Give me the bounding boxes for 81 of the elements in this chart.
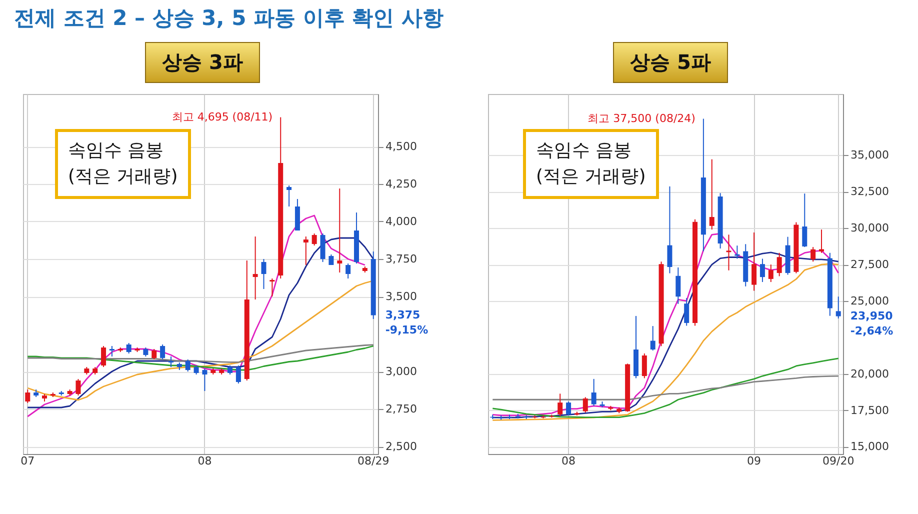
- y-tick-label: 15,000: [850, 440, 889, 454]
- annotation: 속임수 음봉: [68, 139, 165, 163]
- candlestick: [582, 396, 588, 413]
- candlestick: [684, 298, 690, 326]
- candlestick: [760, 258, 765, 283]
- annotation: (적은 거래량): [536, 165, 646, 189]
- y-tick-label: 30,000: [850, 222, 889, 235]
- chart-subtitle: 상승 3파: [145, 42, 260, 83]
- candlestick: [802, 193, 808, 248]
- candlestick: [558, 393, 563, 417]
- line-series: [26, 345, 374, 371]
- y-tick-label: 4,500: [386, 140, 417, 153]
- y-tick-label: 2,750: [386, 402, 417, 416]
- annotation: 속임수 음봉: [536, 139, 633, 163]
- candlestick: [566, 401, 572, 416]
- y-tick-label: 3,000: [386, 365, 417, 378]
- y-tick-label: 3,750: [386, 252, 417, 266]
- candlestick: [101, 346, 106, 368]
- candlestick: [734, 245, 740, 260]
- x-tick-label: 08: [562, 454, 576, 468]
- candlestick: [819, 229, 824, 254]
- chart-subtitle: 상승 5파: [613, 42, 728, 83]
- candlestick: [236, 365, 241, 384]
- candlestick: [810, 246, 816, 262]
- candlestick: [160, 344, 166, 360]
- y-tick-label: 2,500: [386, 440, 417, 453]
- y-tick-label: 20,000: [850, 367, 889, 380]
- candlestick: [667, 186, 672, 274]
- candlestick: [776, 252, 782, 277]
- y-tick-label: 25,000: [850, 294, 889, 308]
- candlestick: [752, 232, 757, 292]
- candlestick: [346, 263, 351, 279]
- y-tick-label: 35,000: [850, 148, 889, 162]
- candlestick: [650, 326, 656, 352]
- candlestick: [270, 278, 275, 297]
- candlestick: [591, 378, 596, 406]
- candlestick: [726, 234, 732, 271]
- y-tick-label: 27,500: [850, 258, 889, 272]
- candlestick: [25, 389, 30, 404]
- x-tick-label: 08: [198, 454, 212, 468]
- note-box: 속임수 음봉 (적은 거래량): [523, 129, 659, 199]
- candlestick: [286, 185, 292, 207]
- x-tick-label: 07: [20, 454, 35, 468]
- y-tick-label: 3,500: [386, 290, 417, 303]
- candlestick: [261, 258, 266, 290]
- candlestick: [109, 346, 114, 357]
- candlestick: [202, 368, 208, 392]
- x-tick-label: 09: [747, 454, 762, 468]
- candlestick: [152, 348, 157, 360]
- y-tick-label: 4,000: [386, 215, 417, 228]
- candlestick: [676, 266, 681, 304]
- annotation: 3,375: [385, 308, 420, 322]
- y-tick-label: 17,500: [850, 404, 889, 417]
- annotation: 23,950: [850, 309, 894, 322]
- chart-title: 전제 조건 2 – 상승 3, 5 파동 이후 확인 사항: [14, 5, 444, 32]
- candlestick: [642, 352, 647, 379]
- candlestick: [252, 236, 258, 300]
- candlestick: [337, 188, 342, 273]
- y-tick-label: 4,250: [386, 178, 417, 190]
- y-tick-label: 32,500: [850, 185, 889, 198]
- candlestick: [126, 342, 132, 354]
- candlestick: [168, 356, 174, 368]
- note-box: 속임수 음봉 (적은 거래량): [55, 129, 191, 199]
- line-series: [492, 358, 840, 418]
- candlestick: [836, 296, 841, 319]
- x-tick-label: 08/29: [358, 454, 390, 468]
- x-tick-label: 09/20: [822, 454, 854, 468]
- text: -2,64%: [850, 324, 894, 338]
- candlestick: [320, 233, 326, 262]
- candlestick: [312, 233, 317, 246]
- annotation: 최고 4,695 (08/11): [172, 110, 273, 124]
- annotation: 최고 37,500 (08/24): [588, 112, 696, 125]
- candlestick: [709, 158, 714, 230]
- candlestick: [76, 378, 81, 396]
- line-series: [26, 344, 374, 363]
- candlestick: [185, 359, 190, 372]
- candlestick: [768, 264, 774, 283]
- candlestick: [303, 236, 308, 266]
- annotation: (적은 거래량): [68, 165, 178, 189]
- text: -9,15%: [385, 323, 428, 336]
- candlestick: [294, 198, 300, 231]
